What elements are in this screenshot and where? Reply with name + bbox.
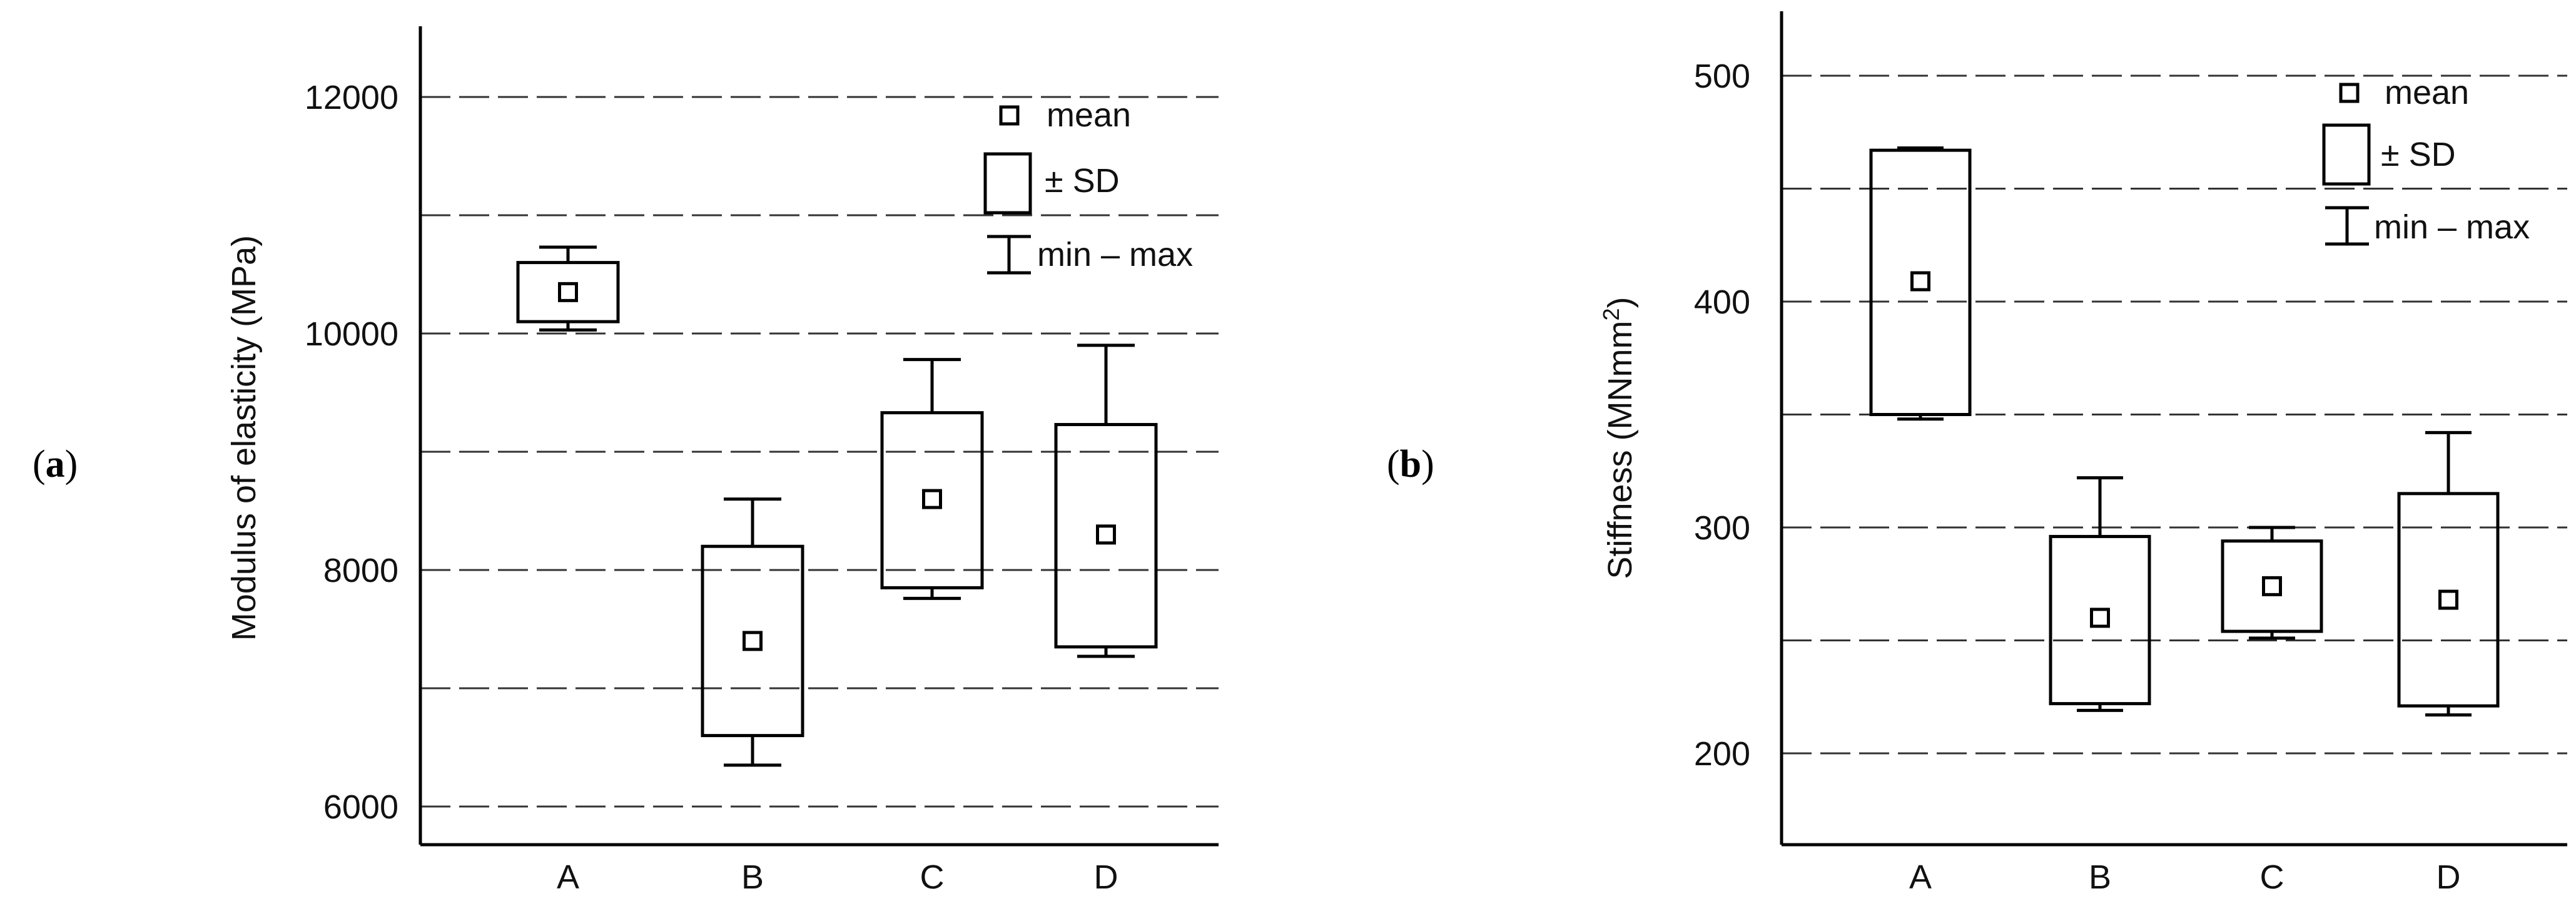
chart-b-legend: mean ± SD min – max bbox=[2322, 74, 2530, 246]
legend-range-whisker bbox=[2325, 206, 2369, 246]
legend-range-label: min – max bbox=[1037, 236, 1193, 273]
chart-b-y-tick-label: 300 bbox=[1694, 509, 1750, 547]
mean-marker bbox=[1096, 524, 1116, 545]
mean-marker bbox=[2090, 608, 2110, 628]
chart-b-box-B bbox=[2049, 476, 2151, 712]
panel-label-a: (a) bbox=[33, 443, 78, 486]
chart-a-gridlines bbox=[420, 96, 1219, 808]
mean-marker bbox=[558, 282, 578, 302]
legend-sd-box bbox=[983, 152, 1032, 215]
sd-box bbox=[1869, 148, 1972, 416]
chart-a: 6000 8000 10000 12000 A B C D Modulus of elast… bbox=[225, 26, 1219, 896]
chart-b: 200 300 400 500 A B C D Stiffness (MNmm2) mean… bbox=[1598, 11, 2567, 896]
mean-marker bbox=[743, 631, 763, 651]
legend-mean-label: mean bbox=[2385, 74, 2469, 111]
legend-mean-label: mean bbox=[1047, 96, 1131, 134]
chart-b-x-tick-label: A bbox=[1909, 858, 1932, 896]
mean-marker bbox=[2438, 589, 2458, 610]
chart-a-y-tick-label: 10000 bbox=[305, 315, 398, 353]
mean-marker bbox=[1910, 271, 1930, 292]
chart-b-box-A bbox=[1869, 146, 1972, 421]
chart-a-y-ticks: 6000 8000 10000 12000 bbox=[305, 79, 398, 826]
chart-a-y-tick-label: 12000 bbox=[305, 79, 398, 116]
sd-box bbox=[2221, 539, 2323, 633]
chart-a-box-C bbox=[880, 358, 984, 600]
chart-a-box-B bbox=[701, 497, 804, 767]
panel-label-b: (b) bbox=[1387, 443, 1434, 486]
chart-b-x-tick-label: C bbox=[2260, 858, 2284, 896]
chart-a-legend: mean ± SD min – max bbox=[983, 96, 1193, 275]
chart-b-y-ticks: 200 300 400 500 bbox=[1694, 58, 1750, 773]
chart-b-gridlines bbox=[1782, 74, 2567, 755]
legend-sd-label: ± SD bbox=[1045, 162, 1120, 200]
chart-b-y-tick-label: 400 bbox=[1694, 283, 1750, 321]
chart-b-box-C bbox=[2221, 526, 2323, 640]
chart-a-x-tick-label: B bbox=[741, 858, 764, 896]
chart-b-x-tick-label: B bbox=[2089, 858, 2111, 896]
chart-a-box-A bbox=[516, 245, 620, 332]
legend-mean-marker bbox=[999, 105, 1020, 126]
chart-a-x-tick-label: A bbox=[557, 858, 579, 896]
sd-box bbox=[2397, 492, 2500, 708]
legend-range-label: min – max bbox=[2374, 208, 2530, 246]
chart-b-x-tick-label: D bbox=[2437, 858, 2461, 896]
sd-box bbox=[701, 544, 804, 738]
chart-a-y-axis-label: Modulus of elasticity (MPa) bbox=[225, 235, 263, 641]
legend-sd-label: ± SD bbox=[2381, 136, 2456, 173]
mean-marker bbox=[2262, 576, 2282, 596]
sd-box bbox=[516, 261, 620, 323]
chart-a-x-tick-label: D bbox=[1094, 858, 1118, 896]
sd-box bbox=[1054, 423, 1158, 649]
legend-sd-box bbox=[2322, 123, 2371, 186]
chart-a-x-ticks: A B C D bbox=[557, 858, 1118, 896]
chart-b-y-tick-label: 500 bbox=[1694, 58, 1750, 95]
chart-a-y-tick-label: 8000 bbox=[323, 552, 398, 589]
chart-b-y-tick-label: 200 bbox=[1694, 735, 1750, 773]
chart-b-y-axis-label: Stiffness (MNmm2) bbox=[1598, 297, 1639, 579]
legend-mean-marker bbox=[2339, 83, 2360, 103]
sd-box bbox=[880, 411, 984, 589]
chart-a-box-D bbox=[1054, 344, 1158, 658]
chart-a-y-tick-label: 6000 bbox=[323, 788, 398, 826]
chart-b-boxes bbox=[1869, 146, 2500, 717]
chart-b-x-ticks: A B C D bbox=[1909, 858, 2461, 896]
chart-a-boxes bbox=[516, 245, 1158, 767]
chart-b-box-D bbox=[2397, 430, 2500, 717]
mean-marker bbox=[922, 489, 942, 509]
legend-range-whisker bbox=[987, 235, 1031, 275]
sd-box bbox=[2049, 534, 2151, 706]
chart-a-x-tick-label: C bbox=[920, 858, 945, 896]
